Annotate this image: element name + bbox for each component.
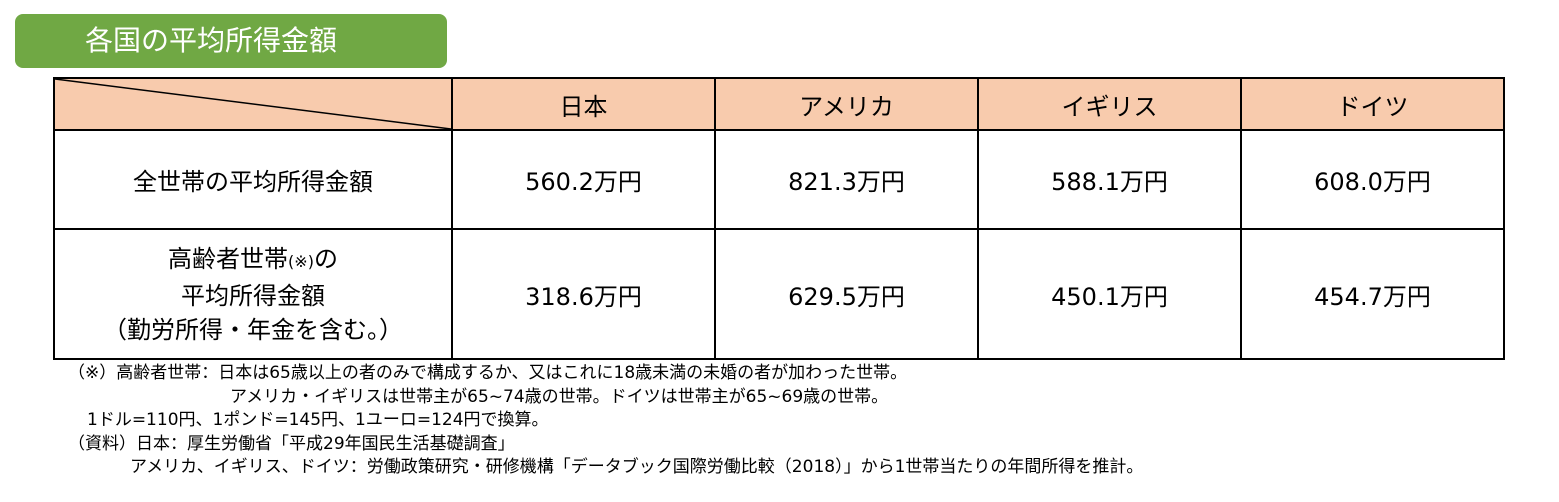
corner-cell bbox=[53, 77, 453, 131]
diagonal-line bbox=[55, 79, 451, 129]
cell-value: 560.2万円 bbox=[451, 129, 716, 230]
cell-value: 821.3万円 bbox=[714, 129, 979, 230]
footnote: 1ドル=110円、1ポンド=145円、1ユーロ=124円で換算。 bbox=[87, 410, 549, 430]
column-header-japan: 日本 bbox=[451, 77, 716, 131]
table-row: 全世帯の平均所得金額 560.2万円 821.3万円 588.1万円 608.0… bbox=[53, 129, 1505, 230]
table-row: 高齢者世帯(※)の 平均所得金額 （勤労所得・年金を含む。） 318.6万円 6… bbox=[53, 228, 1505, 360]
label-text: 高齢者世帯 bbox=[168, 244, 289, 273]
row-label-all-households: 全世帯の平均所得金額 bbox=[53, 129, 453, 230]
page-title: 各国の平均所得金額 bbox=[15, 14, 447, 68]
cell-value: 629.5万円 bbox=[714, 228, 979, 360]
label-text: の bbox=[313, 244, 338, 273]
income-table: 日本 アメリカ イギリス ドイツ 全世帯の平均所得金額 560.2万円 821.… bbox=[53, 77, 1505, 360]
column-header-germany: ドイツ bbox=[1240, 77, 1505, 131]
footnote: （※）高齢者世帯：日本は65歳以上の者のみで構成するか、又はこれに18歳未満の未… bbox=[68, 363, 908, 383]
cell-value: 450.1万円 bbox=[977, 228, 1242, 360]
cell-value: 454.7万円 bbox=[1240, 228, 1505, 360]
cell-value: 608.0万円 bbox=[1240, 129, 1505, 230]
cell-value: 588.1万円 bbox=[977, 129, 1242, 230]
source-note: （資料）日本：厚生労働省「平成29年国民生活基礎調査」 bbox=[68, 433, 515, 454]
row-label-elderly-households: 高齢者世帯(※)の 平均所得金額 （勤労所得・年金を含む。） bbox=[53, 228, 453, 360]
label-text: 平均所得金額 bbox=[181, 281, 325, 310]
cell-value: 318.6万円 bbox=[451, 228, 716, 360]
footnote-mark: (※) bbox=[288, 251, 314, 271]
column-header-usa: アメリカ bbox=[714, 77, 979, 131]
footnote: アメリカ・イギリスは世帯主が65~74歳の世帯。ドイツは世帯主が65~69歳の世… bbox=[230, 386, 889, 407]
source-note: アメリカ、イギリス、ドイツ：労働政策研究・研修機構「データブック国際労働比較（2… bbox=[130, 457, 1144, 477]
label-text: （勤労所得・年金を含む。） bbox=[103, 315, 403, 344]
column-header-uk: イギリス bbox=[977, 77, 1242, 131]
footnotes: （※）高齢者世帯：日本は65歳以上の者のみで構成するか、又はこれに18歳未満の未… bbox=[0, 362, 1143, 480]
table-header-row: 日本 アメリカ イギリス ドイツ bbox=[53, 77, 1505, 131]
